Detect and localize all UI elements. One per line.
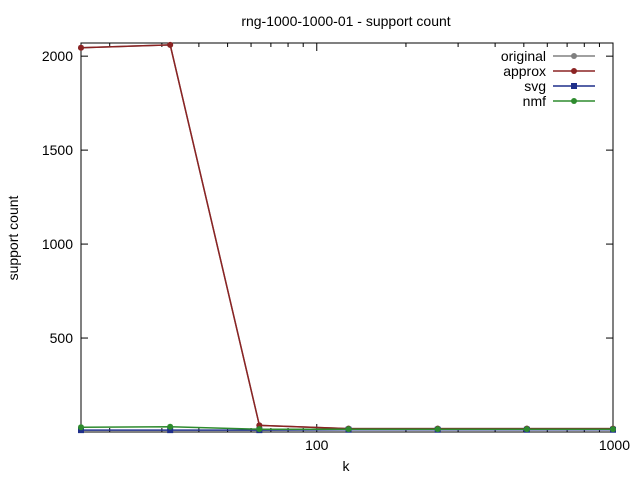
x-tick-label: 100 <box>305 437 329 453</box>
x-tick-label: 1000 <box>599 437 630 453</box>
data-point-nmf <box>78 424 84 431</box>
y-tick-label: 2000 <box>42 48 73 64</box>
y-tick-label: 1500 <box>42 142 73 158</box>
data-point-nmf <box>345 426 352 433</box>
x-axis-label: k <box>343 458 351 474</box>
legend-marker <box>571 83 577 89</box>
data-point-nmf <box>523 426 530 433</box>
y-tick-label: 1000 <box>42 236 73 252</box>
legend-label: approx <box>503 63 546 79</box>
y-tick-label: 500 <box>50 330 74 346</box>
data-point-approx <box>167 41 174 48</box>
series-layer <box>78 41 616 434</box>
legend-marker <box>571 53 577 59</box>
data-point-nmf <box>167 423 174 430</box>
legend-label: original <box>501 48 546 64</box>
data-point-nmf <box>434 426 441 433</box>
data-point-approx <box>78 44 84 51</box>
data-point-nmf <box>256 426 263 433</box>
chart-title: rng-1000-1000-01 - support count <box>241 13 450 29</box>
series-nmf <box>78 423 616 433</box>
legend-label: nmf <box>523 93 546 109</box>
legend-marker <box>571 68 577 74</box>
data-point-svg <box>167 427 174 434</box>
legend-marker <box>571 98 577 104</box>
y-axis-label: support count <box>5 195 21 280</box>
legend-label: svg <box>524 78 546 94</box>
data-point-nmf <box>610 426 616 433</box>
